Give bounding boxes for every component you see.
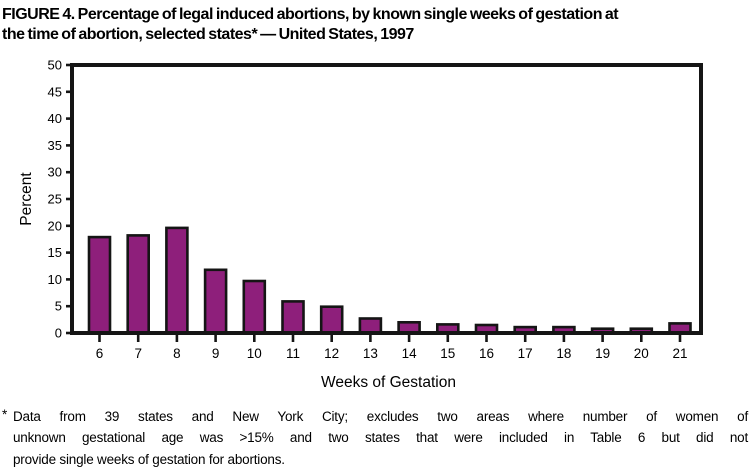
bar [203, 268, 228, 335]
figure-title: FIGURE 4. Percentage of legal induced ab… [0, 0, 750, 45]
bar [281, 300, 305, 335]
x-tick-label: 21 [672, 346, 687, 361]
x-tick-label: 9 [212, 346, 220, 361]
bar [242, 279, 267, 335]
y-tick-label: 25 [48, 192, 62, 207]
y-tick-label: 45 [48, 84, 62, 99]
bar [358, 317, 383, 335]
x-tick-label: 8 [173, 346, 181, 361]
figure-title-line-1: FIGURE 4. Percentage of legal induced ab… [2, 6, 619, 23]
figure-footnote: * Data from 39 states and New York City;… [0, 403, 750, 470]
y-tick-label: 10 [48, 272, 62, 287]
footnote-line-3: provide single weeks of gestation for ab… [13, 451, 285, 467]
figure-title-line-2: the time of abortion, selected states* —… [2, 26, 414, 43]
footnote-line-2: unknown gestational age was >15% and two… [13, 430, 748, 446]
x-tick-label: 15 [440, 346, 455, 361]
bar [87, 235, 112, 335]
bar [319, 305, 344, 335]
x-tick-label: 13 [363, 346, 378, 361]
x-tick-label: 16 [479, 346, 494, 361]
x-tick-label: 12 [324, 346, 339, 361]
y-tick-label: 30 [48, 165, 62, 180]
x-tick-label: 7 [134, 346, 142, 361]
y-tick-label: 40 [48, 111, 62, 126]
x-tick-label: 14 [402, 346, 418, 361]
x-axis-title: Weeks of Gestation [321, 374, 456, 391]
y-tick-label: 50 [48, 58, 62, 73]
y-tick-label: 5 [55, 299, 62, 314]
x-tick-label: 20 [634, 346, 649, 361]
gestation-bar-chart: 0 5 10 15 20 25 30 35 40 45 50 6 7 8 9 10 11 12 13 14 15 16 17… [18, 58, 703, 391]
bar [126, 234, 150, 335]
y-tick-label: 15 [48, 245, 62, 260]
footnote-asterisk: * [2, 407, 8, 422]
x-tick-label: 6 [96, 346, 104, 361]
y-tick-label: 35 [48, 138, 62, 153]
x-tick-label: 17 [518, 346, 533, 361]
y-axis-title: Percent [18, 172, 35, 226]
y-tick-label: 0 [55, 326, 62, 341]
x-tick-label: 10 [247, 346, 262, 361]
footnote-body: Data from 39 states and New York City; e… [2, 406, 748, 470]
y-tick-label: 20 [48, 218, 62, 233]
x-tick-label: 19 [595, 346, 610, 361]
footnote-line-1: Data from 39 states and New York City; e… [13, 409, 748, 424]
bar [165, 226, 189, 335]
x-tick-label: 18 [556, 346, 571, 361]
x-tick-label: 11 [286, 346, 300, 361]
